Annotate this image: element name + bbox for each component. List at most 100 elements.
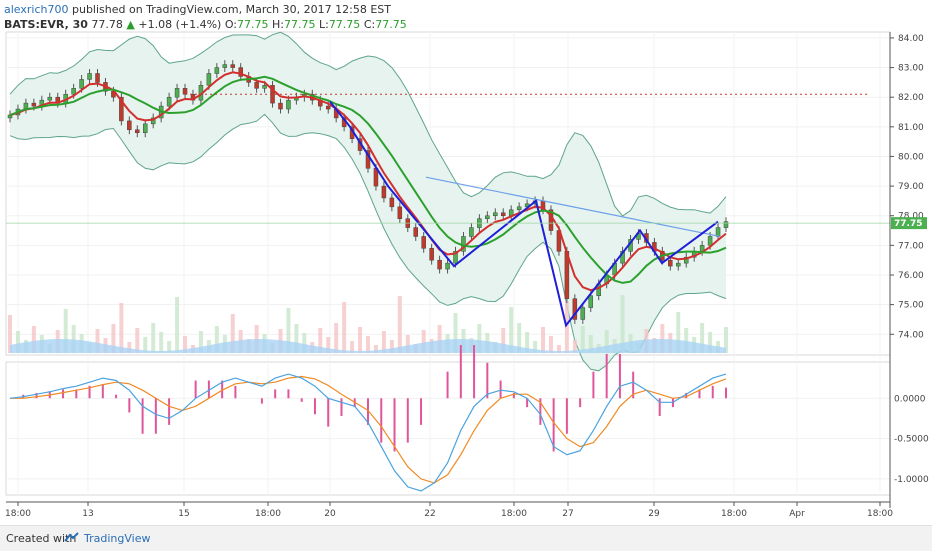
volume-bar — [397, 296, 402, 353]
candle-body — [150, 117, 156, 125]
candle-body — [493, 212, 498, 216]
header-line-2: BATS:EVR, 30 77.78 ▲ +1.08 (+1.4%) O:77.… — [4, 17, 407, 32]
volume-bar — [15, 331, 20, 353]
price-tick-label: 76.00 — [898, 271, 924, 281]
volume-bar — [724, 327, 728, 353]
volume-bar — [159, 332, 164, 353]
tradingview-brand-link[interactable]: TradingView — [84, 532, 151, 545]
volume-bar — [556, 345, 561, 353]
volume-bar — [127, 342, 132, 353]
volume-bar — [302, 333, 307, 353]
price-tick-label: 81.00 — [898, 123, 924, 133]
candle-body — [421, 236, 426, 249]
price-tick-label: 74.00 — [898, 330, 924, 340]
volume-bar — [151, 323, 156, 353]
candle-body — [588, 295, 594, 308]
volume-bar — [198, 331, 203, 353]
volume-ma-area — [10, 339, 726, 353]
high-label: H: — [271, 18, 284, 31]
candle-body — [182, 88, 188, 95]
candle-body — [95, 73, 100, 83]
time-tick-label: Apr — [789, 509, 805, 519]
volume-bar — [119, 303, 124, 353]
volume-bar — [71, 325, 76, 353]
zigzag-trend — [329, 100, 719, 328]
time-tick-label: 15 — [178, 509, 189, 519]
volume-bar — [294, 324, 299, 353]
volume-bar — [564, 301, 569, 353]
high-value: 77.75 — [283, 18, 316, 31]
volume-bar — [326, 337, 331, 353]
price-tick-label: 79.00 — [898, 182, 924, 192]
volume-bar — [533, 341, 538, 353]
candle-body — [254, 82, 259, 89]
tradingview-logo-icon — [64, 532, 79, 542]
volume-bar — [350, 341, 355, 353]
author-link[interactable]: alexrich700 — [4, 3, 69, 16]
volume-bar — [620, 295, 625, 353]
time-tick-label: 18:00 — [501, 509, 527, 519]
price-tick-label: 83.00 — [898, 64, 924, 74]
volume-bar — [580, 326, 585, 353]
volume-bar — [604, 330, 609, 353]
volume-bar — [509, 307, 514, 353]
volume-bar — [286, 308, 291, 353]
volume-bar — [517, 323, 522, 353]
candle-body — [79, 79, 84, 89]
candle-body — [668, 259, 673, 267]
last-price: 77.78 — [91, 18, 123, 31]
candle-body — [485, 215, 490, 219]
volume-bar — [342, 302, 347, 353]
ma-red-line — [9, 71, 727, 292]
volume-bar — [548, 336, 553, 353]
candle-body — [262, 85, 267, 89]
low-value: 77.75 — [328, 18, 361, 31]
time-tick-label: 13 — [82, 509, 93, 519]
volume-bar — [8, 315, 12, 353]
change-value: +1.08 (+1.4%) — [138, 18, 222, 31]
candle-body — [683, 256, 689, 264]
candle-body — [214, 67, 220, 74]
time-tick-label: 18:00 — [867, 509, 893, 519]
volume-bar — [373, 345, 378, 353]
price-tick-label: 80.00 — [898, 152, 924, 162]
volume-bar — [167, 341, 172, 353]
time-tick-label: 22 — [424, 509, 435, 519]
volume-bar — [477, 324, 482, 353]
volume-bar — [700, 323, 705, 353]
time-tick-label: 18:00 — [721, 509, 747, 519]
candle-body — [119, 96, 124, 122]
created-with-text: Created with — [6, 532, 77, 545]
volume-bars — [8, 295, 728, 353]
candle-body — [135, 129, 140, 134]
candle-body — [389, 197, 395, 208]
volume-bar — [421, 330, 426, 353]
candle-body — [413, 227, 418, 237]
volume-bar — [405, 335, 410, 353]
volume-bar — [541, 327, 546, 353]
volume-bar — [501, 328, 506, 353]
volume-bar — [676, 312, 681, 353]
candle-body — [87, 73, 92, 80]
volume-bar — [143, 337, 148, 353]
price-tick-label: 77.00 — [898, 241, 924, 251]
candle-body — [500, 212, 506, 216]
macd-tick-label: -0.5000 — [894, 435, 929, 445]
last-price-tag-label: 77.75 — [894, 219, 922, 229]
volume-bar — [366, 336, 370, 353]
candle-body — [723, 221, 729, 228]
chart-svg[interactable]: 84.00 83.00 82.00 81.00 80.00 79.00 78.00 77.00… — [0, 30, 932, 525]
time-tick-label: 18:00 — [255, 509, 281, 519]
bollinger-fill — [10, 32, 726, 371]
candle-body — [222, 64, 228, 68]
volume-bar — [31, 326, 36, 353]
candle-body — [31, 102, 37, 107]
candle-body — [715, 227, 721, 237]
volume-bar — [588, 335, 593, 353]
chart-area[interactable]: 84.00 83.00 82.00 81.00 80.00 79.00 78.00 77.00… — [0, 30, 932, 525]
close-label: C: — [363, 18, 376, 31]
volume-bar — [389, 340, 394, 353]
chart-header: alexrich700 published on TradingView.com… — [4, 2, 407, 32]
candle-body — [580, 307, 586, 320]
candle-body — [429, 248, 434, 261]
